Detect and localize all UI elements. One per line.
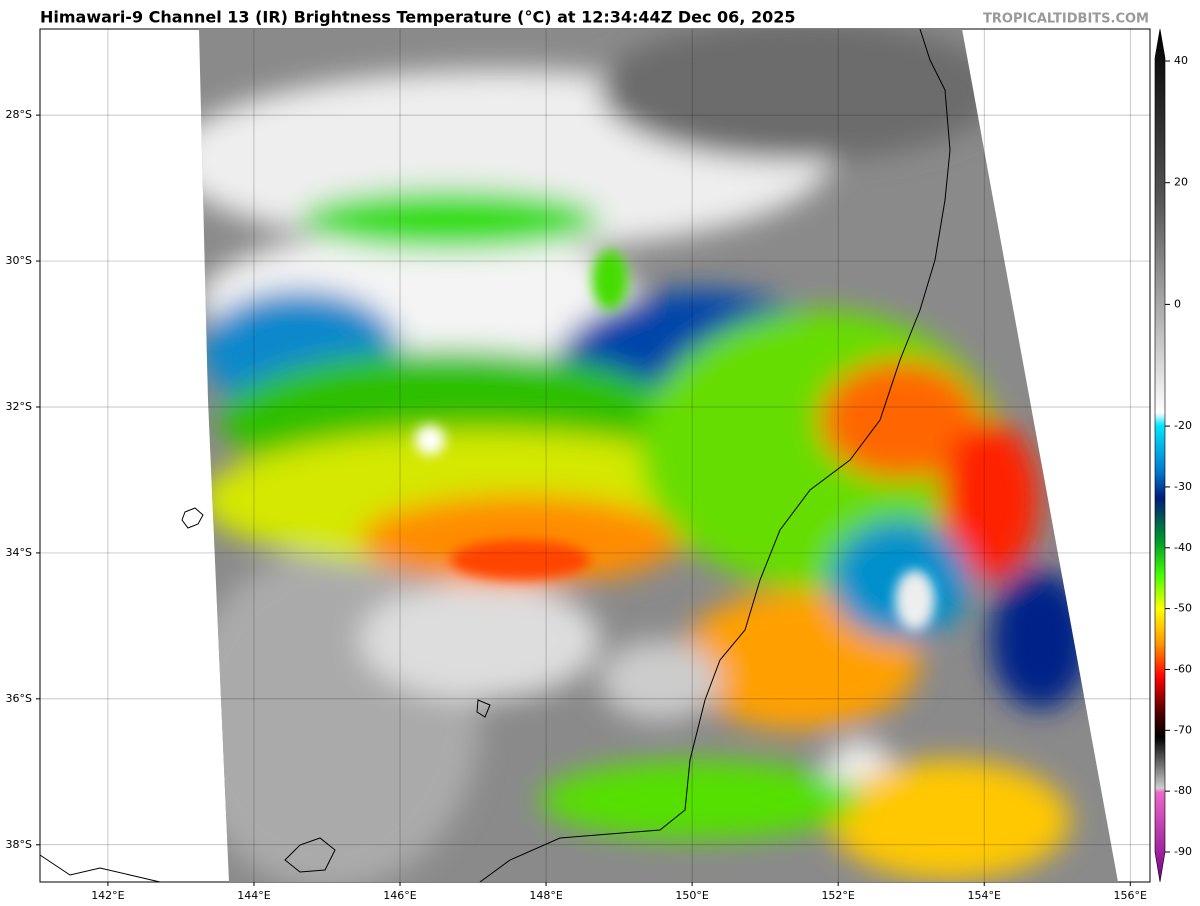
- lon-tick-label: 154°E: [968, 889, 1001, 902]
- colorbar-tick-label: 0: [1174, 297, 1181, 310]
- colorbar-tick-label: -90: [1174, 845, 1192, 858]
- map-title: Himawari-9 Channel 13 (IR) Brightness Te…: [40, 8, 796, 27]
- lat-tick-label: 30°S: [6, 254, 32, 267]
- lon-tick-label: 142°E: [91, 889, 124, 902]
- colorbar-tick-label: -40: [1174, 541, 1192, 554]
- satellite-imagery: [199, 29, 1118, 882]
- lat-tick-label: 32°S: [6, 400, 32, 413]
- lat-tick-label: 28°S: [6, 108, 32, 121]
- lon-tick-label: 146°E: [383, 889, 416, 902]
- colorbar-tick-label: -70: [1174, 723, 1192, 736]
- colorbar-tick-label: -20: [1174, 419, 1192, 432]
- colorbar-tick-label: -60: [1174, 662, 1192, 675]
- lon-tick-label: 152°E: [821, 889, 854, 902]
- colorbar-tick-label: -80: [1174, 784, 1192, 797]
- lon-tick-label: 144°E: [237, 889, 270, 902]
- colorbar-tick-label: -30: [1174, 480, 1192, 493]
- colorbar: [1154, 28, 1166, 883]
- colorbar-tick-label: -50: [1174, 602, 1192, 615]
- colorbar-tick-label: 20: [1174, 176, 1188, 189]
- graticule: [40, 29, 1150, 882]
- lon-tick-label: 150°E: [675, 889, 708, 902]
- lat-tick-label: 34°S: [6, 546, 32, 559]
- lat-tick-label: 38°S: [6, 838, 32, 851]
- lon-tick-label: 156°E: [1114, 889, 1147, 902]
- lat-tick-label: 36°S: [6, 692, 32, 705]
- colorbar-tick-label: 40: [1174, 54, 1188, 67]
- coastline: [39, 28, 951, 883]
- watermark: TROPICALTIDBITS.COM: [983, 12, 1149, 27]
- lon-tick-label: 148°E: [529, 889, 562, 902]
